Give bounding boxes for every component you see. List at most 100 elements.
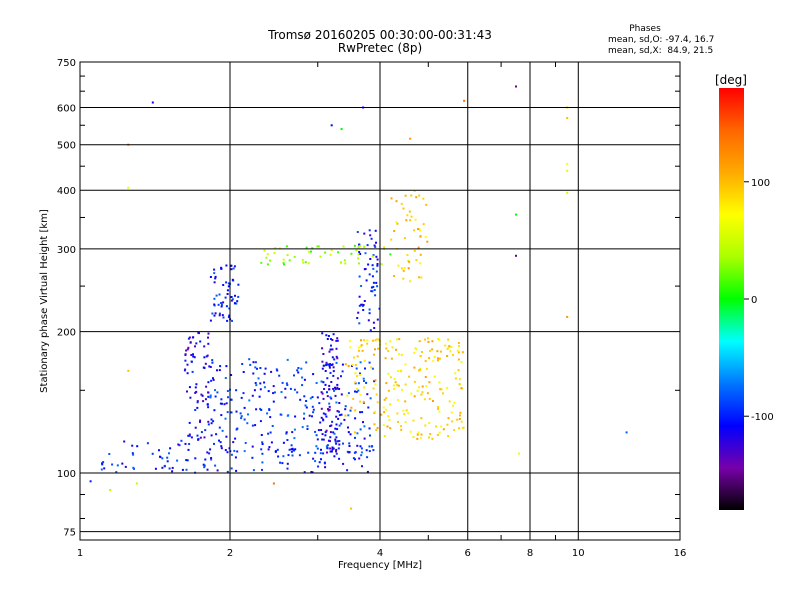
- data-point: [190, 360, 193, 363]
- data-point: [188, 386, 191, 389]
- data-point: [192, 353, 194, 356]
- data-point: [331, 339, 334, 341]
- data-point: [363, 380, 365, 382]
- data-point: [330, 249, 333, 251]
- data-point: [314, 451, 317, 454]
- data-point: [413, 351, 416, 354]
- data-point: [365, 381, 368, 384]
- y-tick-label: 750: [57, 58, 76, 69]
- data-point: [328, 405, 331, 408]
- data-point: [178, 444, 181, 447]
- data-point: [231, 319, 233, 322]
- data-point: [188, 434, 191, 437]
- data-point: [335, 401, 338, 404]
- data-point: [225, 281, 228, 284]
- data-point: [400, 428, 403, 431]
- data-point: [356, 317, 359, 319]
- data-point: [267, 448, 270, 451]
- data-point: [325, 364, 328, 367]
- data-point: [368, 312, 371, 315]
- data-point: [278, 374, 281, 377]
- data-point: [309, 397, 312, 400]
- data-point: [316, 396, 319, 399]
- data-point: [322, 381, 325, 384]
- data-point: [335, 442, 338, 445]
- data-point: [246, 422, 249, 425]
- data-point: [419, 355, 422, 357]
- data-point: [358, 304, 361, 307]
- data-point: [297, 371, 300, 374]
- data-point: [312, 411, 315, 414]
- data-point: [376, 264, 379, 267]
- data-point: [416, 437, 419, 440]
- data-point: [409, 430, 412, 433]
- data-point: [517, 452, 520, 455]
- data-point: [387, 350, 390, 353]
- data-point: [206, 468, 209, 471]
- data-point: [325, 361, 328, 364]
- data-point: [418, 369, 421, 372]
- data-point: [260, 261, 263, 264]
- data-point: [319, 452, 322, 455]
- data-point: [407, 412, 410, 415]
- data-point: [437, 338, 440, 340]
- data-point: [363, 300, 366, 302]
- data-point: [370, 366, 373, 369]
- data-point: [425, 203, 428, 206]
- data-point: [254, 424, 257, 427]
- data-point: [389, 427, 392, 430]
- data-point: [335, 361, 338, 364]
- data-point: [200, 393, 203, 396]
- data-point: [427, 340, 430, 343]
- data-point: [332, 333, 335, 336]
- data-point: [375, 281, 378, 284]
- data-point: [326, 447, 329, 450]
- data-point: [221, 314, 224, 317]
- data-point: [213, 297, 216, 300]
- data-point: [410, 392, 413, 395]
- data-point: [272, 400, 275, 403]
- data-point: [414, 218, 417, 221]
- data-point: [251, 456, 254, 459]
- data-point: [210, 458, 213, 461]
- data-point: [360, 451, 363, 454]
- data-point: [272, 482, 275, 485]
- data-point: [306, 425, 309, 428]
- data-point: [293, 449, 295, 452]
- data-point: [321, 332, 324, 335]
- data-point: [354, 372, 357, 375]
- data-point: [103, 467, 106, 470]
- data-point: [234, 294, 236, 297]
- data-point: [317, 245, 320, 248]
- data-point: [383, 246, 385, 249]
- data-point: [566, 315, 569, 318]
- data-point: [307, 250, 310, 253]
- data-point: [163, 465, 166, 468]
- data-point: [314, 430, 317, 433]
- y-tick-label: 300: [57, 245, 76, 256]
- data-point: [418, 386, 421, 389]
- data-point: [419, 436, 422, 439]
- data-point: [186, 363, 189, 366]
- data-point: [432, 400, 434, 402]
- data-point: [360, 303, 363, 306]
- data-point: [191, 336, 194, 339]
- data-point: [389, 253, 392, 256]
- data-point: [252, 372, 255, 375]
- data-point: [363, 232, 366, 235]
- data-point: [314, 460, 317, 463]
- data-point: [376, 285, 379, 288]
- data-point: [277, 455, 280, 458]
- data-point: [225, 365, 228, 368]
- data-point: [415, 348, 418, 351]
- data-point: [347, 426, 349, 429]
- data-point: [369, 329, 372, 332]
- data-point: [371, 445, 374, 448]
- data-point: [402, 277, 405, 280]
- data-point: [344, 414, 347, 417]
- data-point: [203, 464, 206, 467]
- data-point: [243, 450, 246, 453]
- data-point: [335, 347, 338, 350]
- data-point: [398, 338, 401, 341]
